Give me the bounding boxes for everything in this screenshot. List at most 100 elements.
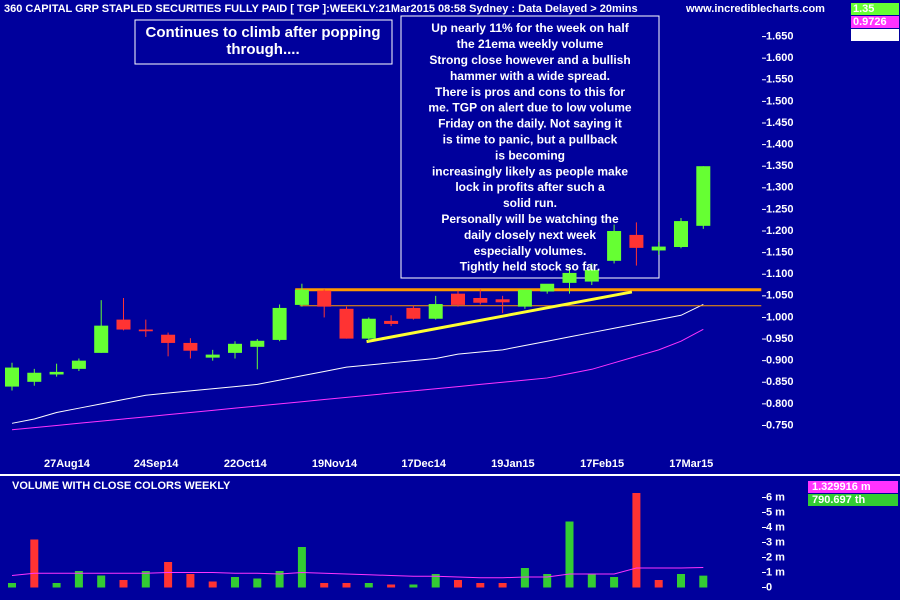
candle-body	[250, 340, 265, 347]
annotation: Continues to climb after popping	[146, 24, 381, 41]
annotation-box	[400, 15, 660, 279]
candle-body	[473, 297, 488, 303]
trendline	[366, 290, 633, 344]
moving-average	[11, 303, 704, 424]
y-tick-label: 1.250	[766, 203, 794, 215]
volume-bar	[342, 583, 351, 588]
annotation: There is pros and cons to this for	[435, 85, 625, 99]
y-tick-label: 5 m	[766, 506, 785, 518]
volume-bar	[364, 583, 373, 588]
volume-bar	[119, 580, 128, 588]
volume-bar	[387, 584, 396, 588]
candle-body	[161, 334, 176, 343]
readout: 1.35	[853, 3, 874, 15]
y-tick-label: 0	[766, 581, 772, 593]
readout: 1.329916 m	[812, 481, 871, 493]
candle-body	[517, 289, 532, 307]
volume-bar	[654, 580, 663, 588]
readout-box	[851, 16, 899, 28]
y-tick-label: 0.900	[766, 355, 794, 367]
volume-average	[11, 567, 704, 579]
x-tick-label: 19Jan15	[491, 458, 534, 470]
volume-bar	[476, 583, 485, 588]
candle-body	[451, 293, 465, 305]
y-tick-label: 0.950	[766, 333, 794, 345]
y-tick-label: 1.150	[766, 247, 794, 259]
volume-bar	[520, 568, 529, 588]
candle-body	[183, 342, 198, 351]
x-tick-label: 19Nov14	[312, 458, 358, 470]
annotation: Friday on the daily. Not saying it	[438, 117, 622, 131]
candle-body	[428, 304, 443, 319]
annotation: is becoming	[495, 148, 565, 162]
y-tick-label: 0.850	[766, 376, 794, 388]
annotation: solid run.	[503, 196, 557, 210]
volume-bar	[632, 493, 641, 588]
candle-body	[116, 319, 131, 330]
volume-bar	[409, 584, 418, 588]
y-tick-label: 3 m	[766, 536, 785, 548]
candle-body	[607, 231, 622, 261]
candle-body	[71, 360, 86, 369]
volume-bar	[164, 562, 173, 588]
candle-body	[674, 221, 688, 248]
y-tick-label: 1.450	[766, 117, 794, 129]
x-tick-label: 17Feb15	[580, 458, 624, 470]
candle-body	[138, 329, 153, 332]
source: www.incrediblecharts.com	[685, 3, 825, 15]
x-tick-label: 17Mar15	[669, 458, 713, 470]
chart-title: 360 CAPITAL GRP STAPLED SECURITIES FULLY…	[4, 3, 638, 15]
candle-body	[562, 272, 577, 283]
y-tick-label: 1.500	[766, 95, 794, 107]
annotation-box	[134, 19, 393, 65]
candle-body	[294, 289, 309, 305]
annotation: Up nearly 11% for the week on half	[431, 21, 629, 35]
volume-bar	[97, 575, 106, 588]
volume-bar	[498, 583, 507, 588]
annotation: daily closely next week	[464, 228, 596, 242]
annotation: Personally will be watching the	[441, 212, 619, 226]
volume-bar	[610, 577, 619, 588]
volume-bar	[431, 574, 440, 588]
volume-bar	[320, 583, 329, 588]
y-tick-label: 1.200	[766, 225, 794, 237]
y-tick-label: 4 m	[766, 521, 785, 533]
volume-bar	[208, 581, 217, 588]
volume-title: VOLUME WITH CLOSE COLORS WEEKLY	[12, 480, 231, 492]
y-tick-label: 1.350	[766, 160, 794, 172]
readout-box	[851, 3, 899, 15]
y-tick-label: 1.400	[766, 139, 794, 151]
candle-body	[540, 283, 555, 292]
candle-body	[27, 372, 42, 382]
y-tick-label: 1.600	[766, 52, 794, 64]
candle-body	[94, 325, 109, 353]
annotation: hammer with a wide spread.	[450, 69, 610, 83]
volume-bar	[186, 574, 195, 588]
y-tick-label: 0.800	[766, 398, 794, 410]
annotation: through....	[226, 41, 299, 58]
annotation: is time to panic, but a pullback	[443, 132, 618, 146]
volume-bar	[231, 577, 239, 588]
y-tick-label: 1.650	[766, 30, 794, 42]
readout-box	[808, 481, 898, 493]
volume-bar	[543, 574, 552, 588]
candle-body	[584, 269, 599, 282]
candle-body	[629, 234, 644, 248]
y-tick-label: 1.100	[766, 268, 794, 280]
candle-body	[361, 318, 376, 339]
candle-body	[228, 343, 242, 353]
candle-body	[205, 354, 220, 358]
candle-body	[384, 320, 399, 324]
annotation: the 21ema weekly volume	[457, 37, 604, 51]
candle-body	[49, 371, 64, 375]
volume-bar	[275, 571, 284, 588]
x-tick-label: 22Oct14	[224, 458, 268, 470]
volume-bar	[454, 580, 462, 588]
candle-body	[272, 307, 287, 340]
y-tick-label: 1 m	[766, 566, 785, 578]
annotation: Tightly held stock so far.	[460, 260, 600, 274]
volume-bar	[74, 571, 83, 588]
readout: 790.697 th	[812, 494, 865, 506]
